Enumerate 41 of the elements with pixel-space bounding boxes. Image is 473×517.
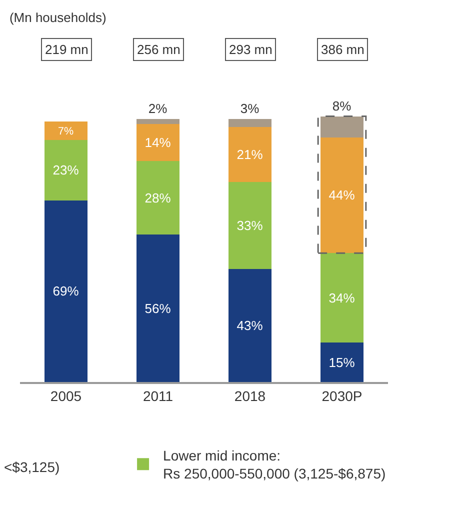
- data-label: 7%: [58, 125, 74, 138]
- data-label: 34%: [328, 290, 356, 306]
- text: 256 mn: [137, 42, 180, 57]
- bar: [136, 118, 180, 124]
- bar: [320, 253, 364, 343]
- data-label: 21%: [236, 146, 264, 162]
- bar: [228, 126, 272, 182]
- bar: [44, 140, 88, 200]
- data-label: 15%: [328, 354, 356, 370]
- bar: [320, 137, 364, 254]
- legend-label: Lower mid income: Rs 250,000-550,000 (3,125-$6,875): [163, 447, 386, 482]
- bar: [44, 200, 88, 382]
- bar: [136, 234, 180, 382]
- data-label: 8%: [332, 98, 352, 114]
- bar: [228, 182, 272, 269]
- bar: [44, 122, 88, 140]
- x-tick-label: 2005: [50, 388, 82, 404]
- data-label: 43%: [236, 318, 264, 333]
- bar: [136, 160, 180, 235]
- data-label: 2%: [148, 100, 168, 116]
- x-tick-label: 2011: [142, 388, 174, 404]
- x-tick-label: 2018: [234, 388, 266, 404]
- bar: [228, 118, 272, 127]
- data-label: 23%: [52, 162, 80, 178]
- data-label: 33%: [236, 218, 264, 233]
- text: <$3,125): [4, 459, 60, 475]
- chart-title: (Mn households): [9, 10, 106, 26]
- bar: [320, 342, 364, 382]
- bar: [320, 116, 364, 138]
- bar: [228, 268, 272, 382]
- x-tick-label: 2030P: [322, 388, 362, 404]
- data-label: 56%: [144, 300, 172, 316]
- text: 219 mn: [45, 42, 88, 57]
- data-label: 69%: [52, 284, 80, 299]
- text: 293 mn: [229, 42, 272, 57]
- data-label: 3%: [240, 100, 260, 116]
- bar: [136, 124, 180, 161]
- text: 386 mn: [321, 42, 364, 57]
- data-label: 28%: [144, 190, 172, 206]
- data-label: 44%: [328, 188, 356, 203]
- data-label: 14%: [144, 135, 172, 150]
